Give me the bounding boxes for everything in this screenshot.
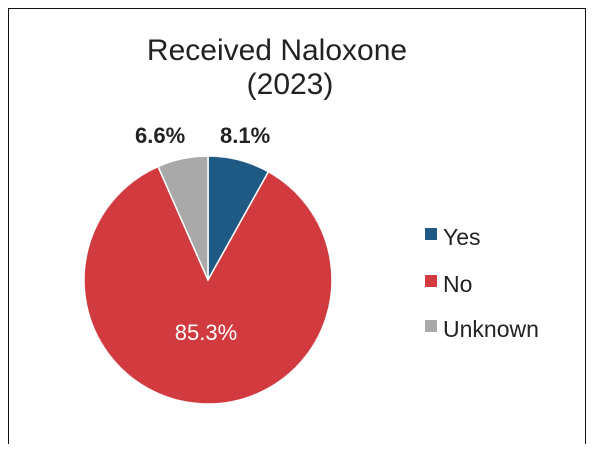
legend-label-yes: Yes — [443, 224, 481, 250]
legend-swatch-no — [425, 275, 437, 287]
pie-slice-no — [83, 165, 333, 405]
slice-label-unknown: 6.6% — [135, 123, 185, 148]
slice-label-no: 85.3% — [175, 320, 237, 345]
pie-slice-unknown — [157, 155, 209, 281]
slice-label-yes: 8.1% — [220, 123, 270, 148]
legend: Yes No Unknown — [425, 224, 539, 342]
pie-slices — [83, 155, 333, 405]
legend-label-unknown: Unknown — [443, 316, 539, 342]
legend-swatch-yes — [425, 228, 437, 240]
legend-swatch-unknown — [425, 320, 437, 332]
legend-label-no: No — [443, 271, 472, 297]
chart-title-line-2: (2023) — [247, 68, 334, 101]
chart-frame — [8, 8, 586, 444]
chart-title-line-1: Received Naloxone — [147, 34, 407, 67]
